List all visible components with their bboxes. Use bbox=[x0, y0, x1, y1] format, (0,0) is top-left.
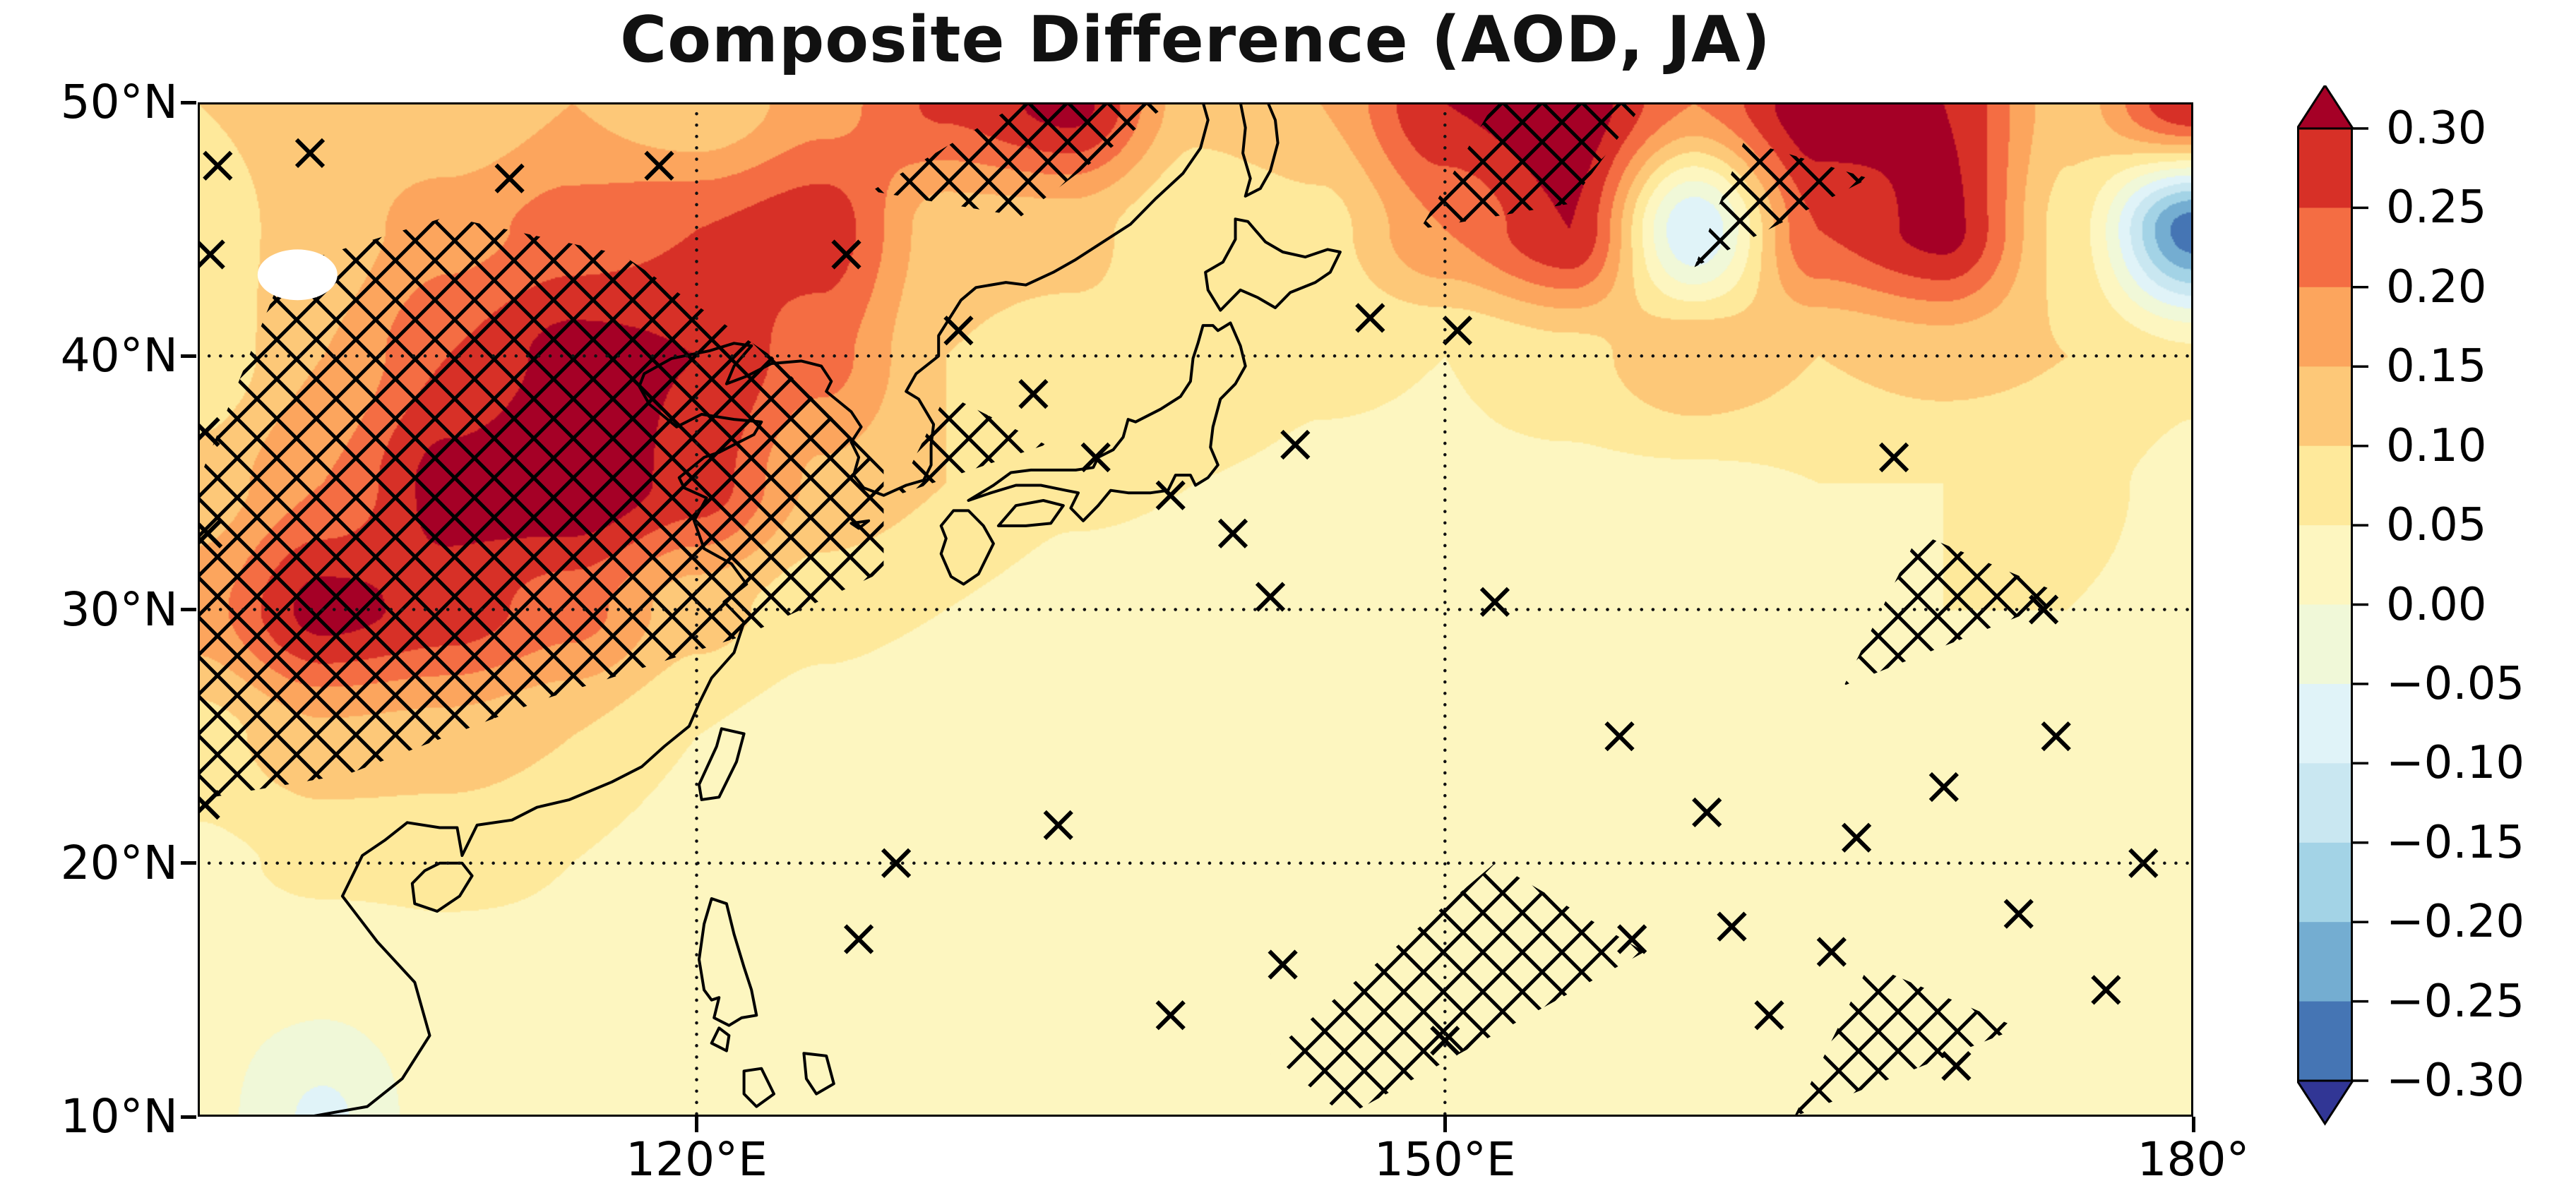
y-axis-tick-label: 10°N bbox=[60, 1089, 178, 1144]
x-axis-tick-mark bbox=[695, 1117, 698, 1132]
colorbar-tick-label: −0.25 bbox=[2386, 975, 2525, 1028]
coastline-shikoku bbox=[996, 499, 1065, 527]
significance-x-marks bbox=[198, 138, 2159, 1081]
map-overlay bbox=[198, 102, 2193, 1117]
hatch-region-southeast-band-a bbox=[1270, 863, 1645, 1117]
chart-title: Composite Difference (AOD, JA) bbox=[620, 3, 1771, 77]
colorbar-tick-label: 0.15 bbox=[2386, 340, 2487, 393]
colorbar-segment bbox=[2297, 287, 2353, 368]
coastline-luzon bbox=[698, 897, 758, 1027]
colorbar-segment bbox=[2297, 922, 2353, 1002]
y-axis-tick-mark bbox=[181, 1115, 196, 1119]
coastline-jeju bbox=[849, 519, 871, 530]
y-axis-tick-mark bbox=[181, 608, 196, 611]
colorbar-tick-label: −0.15 bbox=[2386, 816, 2525, 869]
colorbar-segment bbox=[2297, 525, 2353, 606]
coastline-panay bbox=[742, 1067, 775, 1108]
y-axis-tick-mark bbox=[181, 861, 196, 865]
hatch-region-top-right-a bbox=[1419, 102, 1645, 229]
colorbar-tick-label: 0.05 bbox=[2386, 499, 2487, 552]
hatch-region-top-right-b bbox=[1694, 140, 1869, 268]
colorbar-svg bbox=[2297, 85, 2368, 1126]
colorbar-segment bbox=[2297, 366, 2353, 447]
colorbar-segment bbox=[2297, 842, 2353, 923]
colorbar-tick-label: −0.20 bbox=[2386, 896, 2525, 949]
coastline-sakhalin bbox=[1239, 102, 1280, 198]
coastline-kyushu bbox=[939, 509, 995, 586]
colorbar: 0.30 0.25 0.20 0.15 0.10 0.05 0.00 −0.05 −0.10 −0… bbox=[2297, 85, 2576, 1144]
y-axis-tick-label: 30°N bbox=[60, 582, 178, 637]
y-axis-tick-label: 20°N bbox=[60, 835, 178, 890]
x-axis-tick-mark bbox=[1443, 1117, 1447, 1132]
colorbar-arrow-down bbox=[2297, 1079, 2355, 1126]
y-axis-tick-label: 40°N bbox=[60, 328, 178, 383]
y-axis-tick-mark bbox=[181, 354, 196, 358]
x-axis-tick-mark bbox=[2191, 1117, 2195, 1132]
colorbar-tick-label: 0.10 bbox=[2386, 419, 2487, 472]
colorbar-segment bbox=[2297, 683, 2353, 764]
hatch-region-southeast-band-b bbox=[1794, 964, 2019, 1117]
x-axis-tick-label: 120°E bbox=[626, 1132, 768, 1187]
colorbar-segment bbox=[2297, 1001, 2353, 1081]
colorbar-segment bbox=[2297, 208, 2353, 288]
x-axis-tick-label: 180° bbox=[2137, 1132, 2250, 1187]
colorbar-tick-label: 0.25 bbox=[2386, 181, 2487, 234]
coastline-hainan bbox=[410, 861, 474, 913]
coastline-honshu bbox=[967, 321, 1247, 522]
colorbar-tick-label: −0.30 bbox=[2386, 1055, 2525, 1107]
colorbar-tick-label: 0.00 bbox=[2386, 578, 2487, 631]
colorbar-segment bbox=[2297, 763, 2353, 844]
hatch-region-sea-of-japan bbox=[896, 394, 1046, 496]
colorbar-tick-label: 0.20 bbox=[2386, 260, 2487, 313]
plot-area bbox=[198, 102, 2193, 1117]
coastline-taiwan bbox=[698, 727, 746, 801]
hatch-region-top-center bbox=[871, 102, 1171, 217]
masked-region bbox=[257, 249, 338, 301]
y-axis-tick-label: 50°N bbox=[60, 75, 178, 129]
coastline-samar bbox=[802, 1052, 835, 1096]
colorbar-segment bbox=[2297, 604, 2353, 685]
colorbar-segment bbox=[2297, 128, 2353, 209]
colorbar-tick-label: −0.05 bbox=[2386, 657, 2525, 710]
coastline-asia-mainland bbox=[309, 102, 1210, 1117]
x-axis-tick-label: 150°E bbox=[1373, 1132, 1516, 1187]
colorbar-arrow-up bbox=[2297, 85, 2355, 130]
coastline-hokkaido bbox=[1204, 217, 1342, 312]
y-axis-tick-mark bbox=[181, 100, 196, 104]
colorbar-segment bbox=[2297, 445, 2353, 527]
coastline-mindoro bbox=[710, 1026, 731, 1052]
colorbar-outline bbox=[2297, 127, 2353, 1082]
colorbar-tick-label: −0.10 bbox=[2386, 737, 2525, 790]
hatch-region-east-mid bbox=[1844, 533, 2069, 686]
colorbar-tick-label: 0.30 bbox=[2386, 102, 2487, 155]
hatch-region-east-china bbox=[198, 216, 884, 800]
